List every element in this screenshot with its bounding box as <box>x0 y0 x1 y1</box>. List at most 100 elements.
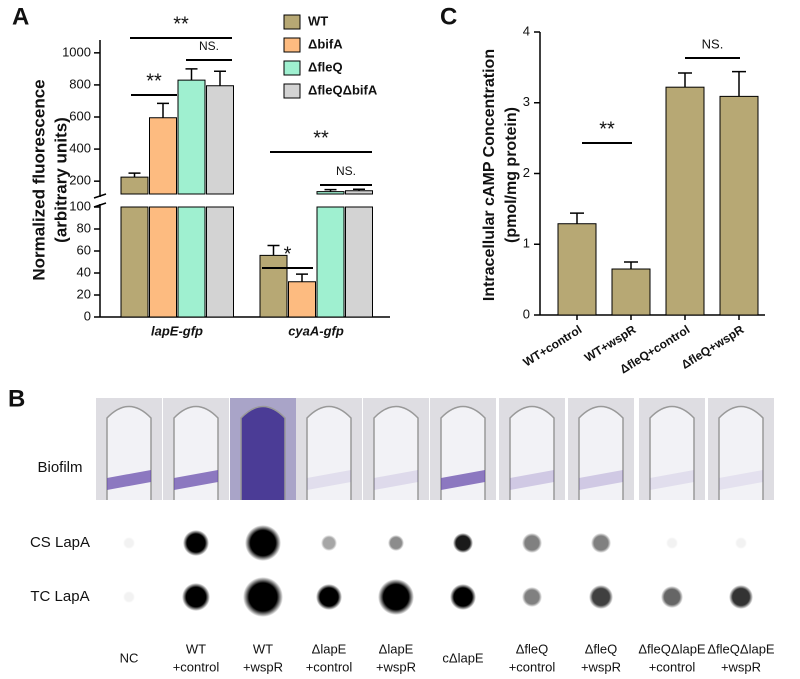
tube <box>373 405 419 500</box>
tube <box>649 405 695 500</box>
significance-label: ** <box>599 118 615 140</box>
column-label: +control <box>509 659 556 674</box>
column-label: ΔfleQ <box>585 641 618 656</box>
bar <box>120 176 149 318</box>
tc-dot <box>661 586 683 608</box>
error-bar <box>157 102 169 118</box>
tube <box>240 405 286 500</box>
bar <box>288 281 316 318</box>
column-label: +wspR <box>243 659 283 674</box>
y-tick-label: 4 <box>523 23 530 38</box>
legend-label: ΔbifA <box>308 36 343 51</box>
significance-label: NS. <box>199 39 219 53</box>
cs-dot <box>735 537 747 549</box>
panel-letter: C <box>440 3 457 30</box>
column-label: ΔfleQ <box>516 641 549 656</box>
column-label: +control <box>306 659 353 674</box>
tube <box>718 405 764 500</box>
tc-dot <box>243 577 283 617</box>
biofilm-ring <box>719 470 763 490</box>
error-bar <box>267 244 280 256</box>
column-label: cΔlapE <box>442 650 484 665</box>
axis-break <box>93 193 107 208</box>
tc-dot <box>729 585 753 609</box>
tc-dot <box>378 579 414 615</box>
y-axis-label: (arbitrary units) <box>51 117 70 243</box>
x-tick-label: WT+control <box>521 322 585 369</box>
legend-swatch <box>283 83 301 99</box>
tc-dot <box>316 584 342 610</box>
y-tick-label: 600 <box>69 108 91 123</box>
column-label: NC <box>120 650 139 665</box>
y-tick-label: 100 <box>69 198 91 213</box>
legend-label: ΔfleQ <box>308 59 343 74</box>
column-label: ΔlapE <box>379 641 414 656</box>
x-tick-label: cyaA-gfp <box>288 323 344 338</box>
row-label: Biofilm <box>37 459 82 476</box>
biofilm-ring <box>579 470 623 490</box>
biofilm-ring <box>650 470 694 490</box>
significance-label: ** <box>173 13 189 35</box>
column-label: ΔlapE <box>312 641 347 656</box>
cs-dot <box>123 537 135 549</box>
y-tick-label: 40 <box>77 264 91 279</box>
tc-dot <box>182 583 210 611</box>
y-tick-label: 1 <box>523 236 530 251</box>
column-label: +control <box>173 659 220 674</box>
bar <box>149 117 177 318</box>
error-bar <box>185 68 198 81</box>
cs-dot <box>245 525 281 561</box>
panel-letter: B <box>8 385 25 412</box>
error-bar <box>678 72 692 88</box>
y-tick-label: 200 <box>69 173 91 188</box>
biofilm-ring <box>107 470 151 490</box>
column-label: ΔfleQΔlapE <box>638 641 706 656</box>
error-bar <box>128 172 141 178</box>
error-bar <box>214 70 226 86</box>
significance-label: ** <box>146 70 162 92</box>
error-bar <box>296 273 308 282</box>
tc-dot <box>522 587 542 607</box>
column-label: WT <box>253 641 273 656</box>
y-tick-label: 3 <box>523 94 530 109</box>
legend-swatch <box>283 14 301 30</box>
bar <box>177 79 206 318</box>
y-tick-label: 20 <box>77 286 91 301</box>
legend-swatch <box>283 37 301 53</box>
x-tick-label: lapE-gfp <box>151 323 203 338</box>
biofilm-ring <box>510 470 554 490</box>
tc-dot <box>589 585 613 609</box>
column-label: ΔfleQΔlapE <box>707 641 775 656</box>
legend-swatch <box>283 60 301 76</box>
biofilm-ring <box>374 470 418 490</box>
bar <box>719 95 759 316</box>
tube <box>578 405 624 500</box>
column-label: +wspR <box>721 659 761 674</box>
bar <box>316 191 345 318</box>
bar <box>259 254 288 318</box>
y-axis-label: (pmol/mg protein) <box>503 107 520 243</box>
bar <box>345 190 373 318</box>
cs-dot <box>522 533 542 553</box>
cs-dot <box>453 533 473 553</box>
y-tick-label: 80 <box>77 220 91 235</box>
bar <box>611 268 651 316</box>
cs-dot <box>666 537 678 549</box>
y-tick-label: 0 <box>84 308 91 323</box>
bar <box>557 223 597 316</box>
y-tick-label: 60 <box>77 242 91 257</box>
bar <box>665 86 705 316</box>
biofilm-ring <box>307 470 351 490</box>
tc-dot <box>450 584 476 610</box>
y-tick-label: 800 <box>69 76 91 91</box>
cs-dot <box>321 535 337 551</box>
error-bar <box>624 261 638 270</box>
row-label: CS LapA <box>30 534 90 551</box>
error-bar <box>353 188 365 191</box>
column-label: WT <box>186 641 206 656</box>
y-tick-label: 400 <box>69 141 91 156</box>
cs-dot <box>183 530 209 556</box>
panel-letter: A <box>12 3 29 30</box>
tc-dot <box>123 591 135 603</box>
